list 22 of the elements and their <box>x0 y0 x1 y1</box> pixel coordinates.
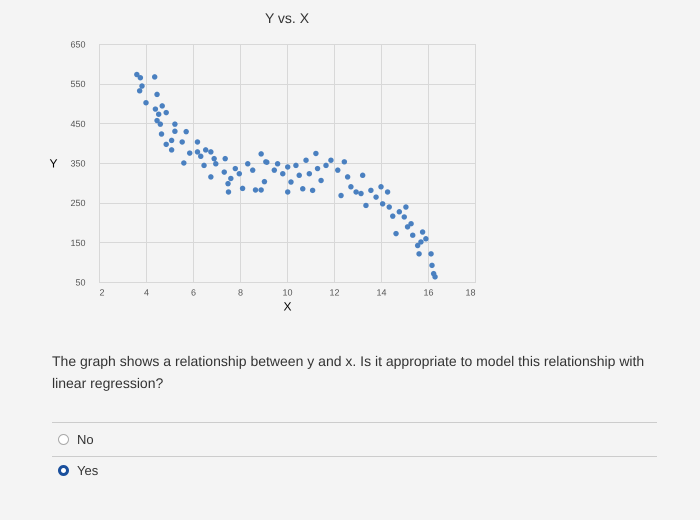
x-tick-label: 8 <box>238 288 244 298</box>
y-tick-label: 150 <box>70 238 86 248</box>
x-tick-label: 2 <box>100 288 105 298</box>
text: Yes <box>77 463 98 478</box>
text: No <box>77 432 94 447</box>
y-tick-label: 250 <box>70 198 86 208</box>
y-tick-label: 350 <box>70 158 86 168</box>
y-tick-label: 550 <box>70 79 86 90</box>
y-tick-label: 650 <box>70 40 86 50</box>
y-axis-title: Y <box>49 156 58 170</box>
x-tick-label: 16 <box>423 288 434 298</box>
chart-title: Y vs. X <box>264 10 310 26</box>
x-tick-label: 14 <box>376 288 387 298</box>
x-tick-label: 12 <box>329 288 340 298</box>
x-axis-title: X <box>283 300 292 314</box>
x-tick-label: 18 <box>465 288 476 298</box>
x-tick-label: 6 <box>190 288 196 298</box>
x-tick-label: 4 <box>144 288 150 298</box>
y-tick-label: 450 <box>70 118 86 129</box>
y-tick-label: 50 <box>75 278 86 288</box>
text: The graph shows a relationship between y and x. Is it appropriate to model this relationship with linear regression? <box>52 352 646 393</box>
x-tick-label: 10 <box>282 288 293 298</box>
